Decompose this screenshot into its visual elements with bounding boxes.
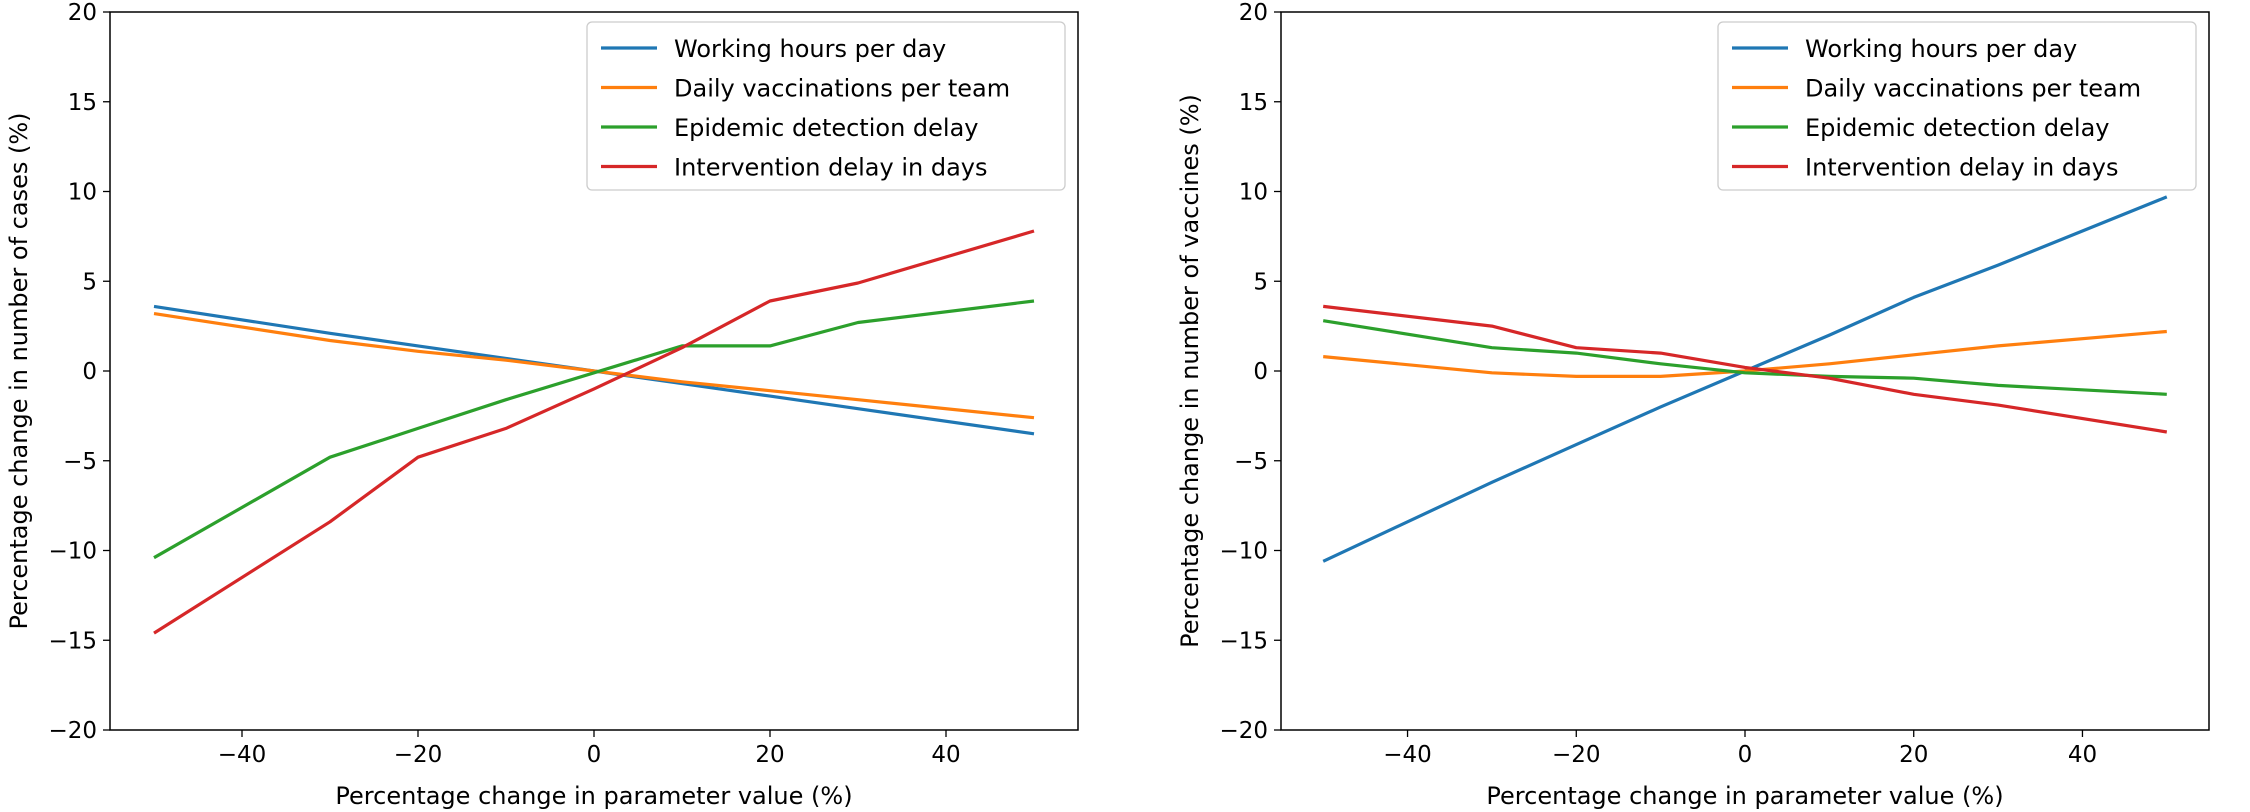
- y-tick-label: −5: [63, 449, 97, 475]
- legend-label: Daily vaccinations per team: [674, 75, 1010, 103]
- y-axis-label: Percentage change in number of cases (%): [5, 113, 33, 630]
- y-tick-label: 15: [68, 90, 97, 116]
- chart-panel-vaccines: −40 −20 0 20 40 −20 −15 −10 −5 0 5 10 15 20 Percentage…: [1176, 0, 2210, 810]
- x-axis-label: Percentage change in parameter value (%): [1486, 782, 2003, 810]
- legend-label: Working hours per day: [1805, 35, 2077, 63]
- y-tick-label: −10: [48, 539, 97, 565]
- legend-label: Intervention delay in days: [674, 154, 987, 182]
- x-tick-label: 20: [755, 742, 784, 768]
- series-line: [153, 229, 1035, 635]
- legend-label: Epidemic detection delay: [1805, 114, 2110, 142]
- y-tick-label: 5: [1253, 269, 1268, 295]
- y-tick-label: 0: [1253, 359, 1268, 385]
- series-line: [1322, 195, 2168, 563]
- legend-box: [586, 21, 1066, 191]
- y-tick-label: 15: [1239, 90, 1268, 116]
- legend: Working hours per day Daily vaccinations …: [586, 21, 1066, 191]
- series-line: [1322, 319, 2167, 396]
- y-tick-label: 10: [68, 180, 97, 206]
- y-tick-label: −15: [48, 628, 97, 654]
- y-tick-label: 20: [1239, 0, 1268, 26]
- x-tick-label: 40: [931, 742, 960, 768]
- x-tick-label: 0: [587, 742, 602, 768]
- y-tick-label: −10: [1219, 539, 1268, 565]
- legend-box: [1717, 21, 2197, 191]
- legend-label: Daily vaccinations per team: [1805, 75, 2141, 103]
- y-tick-label: −20: [48, 718, 97, 744]
- series-line: [153, 299, 1035, 560]
- x-tick-label: −20: [1552, 742, 1601, 768]
- plot-area-frame: [1280, 11, 2210, 731]
- series-line: [153, 312, 1035, 420]
- x-axis-label: Percentage change in parameter value (%): [335, 782, 852, 810]
- plot-area-frame: [109, 11, 1079, 731]
- y-tick-label: −20: [1219, 718, 1268, 744]
- x-tick-label: 0: [1738, 742, 1753, 768]
- x-tick-label: −40: [218, 742, 267, 768]
- series-line: [1323, 329, 2167, 378]
- legend-label: Epidemic detection delay: [674, 114, 979, 142]
- legend-label: Intervention delay in days: [1805, 154, 2118, 182]
- legend-label: Working hours per day: [674, 35, 946, 63]
- chart-panel-cases: −40 −20 0 20 40 −20 −15 −10 −5 0 5 10 15 20 Percentage…: [5, 0, 1079, 810]
- y-tick-label: 20: [68, 0, 97, 26]
- y-axis-label: Percentage change in number of vaccines …: [1176, 94, 1204, 648]
- series-line: [1323, 304, 2168, 434]
- x-tick-label: 40: [2068, 742, 2097, 768]
- y-tick-label: −5: [1234, 449, 1268, 475]
- y-tick-label: −15: [1219, 628, 1268, 654]
- x-tick-label: −20: [394, 742, 443, 768]
- x-tick-label: −40: [1383, 742, 1432, 768]
- x-tick-label: 20: [1899, 742, 1928, 768]
- y-tick-label: 5: [82, 269, 97, 295]
- y-tick-label: 10: [1239, 180, 1268, 206]
- y-tick-label: 0: [82, 359, 97, 385]
- legend: Working hours per day Daily vaccinations …: [1717, 21, 2197, 191]
